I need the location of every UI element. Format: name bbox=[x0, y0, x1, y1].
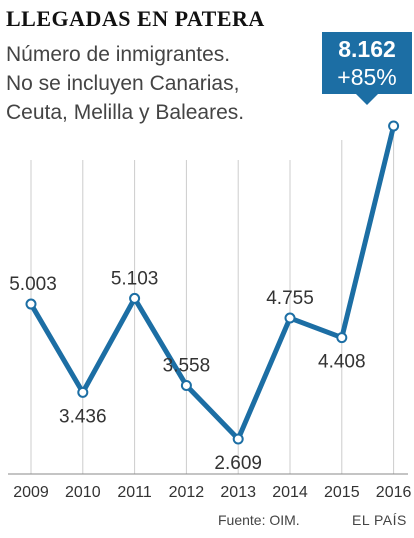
data-label-2015: 4.408 bbox=[318, 352, 366, 373]
chart-subtitle: Número de inmigrantes. No se incluyen Ca… bbox=[6, 40, 306, 127]
data-label-2012: 3.558 bbox=[163, 356, 211, 377]
callout-value: 8.162 bbox=[338, 36, 396, 62]
callout-change: +85% bbox=[337, 64, 397, 90]
data-point-2015 bbox=[336, 332, 348, 344]
data-point-2009 bbox=[25, 298, 37, 310]
callout-pointer bbox=[356, 94, 378, 105]
data-point-2014 bbox=[284, 312, 296, 324]
chart-title: LLEGADAS EN PATERA bbox=[6, 6, 265, 31]
data-label-2014: 4.755 bbox=[266, 288, 314, 309]
tick-label-2009: 2009 bbox=[13, 484, 49, 501]
data-point-2013 bbox=[232, 433, 244, 445]
data-point-2010 bbox=[77, 386, 89, 398]
subtitle-line-2: No se incluyen Canarias, bbox=[6, 72, 240, 95]
tick-label-2014: 2014 bbox=[272, 484, 308, 501]
data-label-2013: 2.609 bbox=[214, 453, 262, 474]
data-label-2011: 5.103 bbox=[111, 268, 159, 289]
tick-label-2011: 2011 bbox=[117, 484, 152, 501]
data-point-2012 bbox=[180, 380, 192, 392]
subtitle-line-1: Número de inmigrantes. bbox=[6, 43, 231, 66]
tick-label-2012: 2012 bbox=[169, 484, 205, 501]
data-label-2009: 5.003 bbox=[9, 274, 57, 295]
tick-label-2015: 2015 bbox=[324, 484, 360, 501]
subtitle-line-3: Ceuta, Melilla y Baleares. bbox=[6, 101, 245, 124]
tick-label-2013: 2013 bbox=[220, 484, 256, 501]
source-note: Fuente: OIM. bbox=[218, 512, 300, 528]
brand-logo: EL PAÍS bbox=[352, 512, 407, 528]
data-point-2016 bbox=[388, 120, 400, 132]
series-line bbox=[28, 123, 397, 442]
highlight-callout: 8.162 +85% bbox=[322, 32, 412, 94]
data-point-2011 bbox=[129, 292, 141, 304]
tick-label-2016: 2016 bbox=[376, 484, 412, 501]
tick-label-2010: 2010 bbox=[65, 484, 101, 501]
data-label-2010: 3.436 bbox=[59, 406, 107, 427]
